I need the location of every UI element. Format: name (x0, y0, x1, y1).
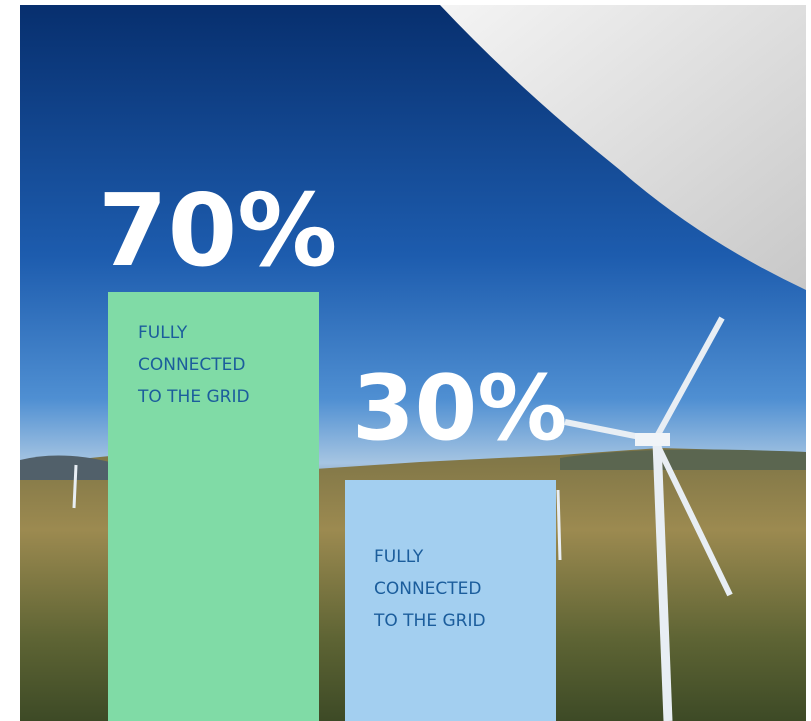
label-line: CONNECTED (374, 579, 482, 599)
label-line: FULLY (138, 323, 188, 343)
infographic: 70% 30% FULLY CONNECTED TO THE GRID FULL… (0, 0, 811, 721)
blue-panel (345, 480, 556, 721)
label-line: TO THE GRID (373, 611, 486, 631)
label-line: TO THE GRID (137, 387, 250, 407)
percent: 30% (352, 356, 567, 461)
label-line: FULLY (374, 547, 424, 567)
percent: 70% (98, 172, 337, 289)
label-line: CONNECTED (138, 355, 246, 375)
page: 70% 30% FULLY CONNECTED TO THE GRID FULL… (0, 0, 811, 721)
